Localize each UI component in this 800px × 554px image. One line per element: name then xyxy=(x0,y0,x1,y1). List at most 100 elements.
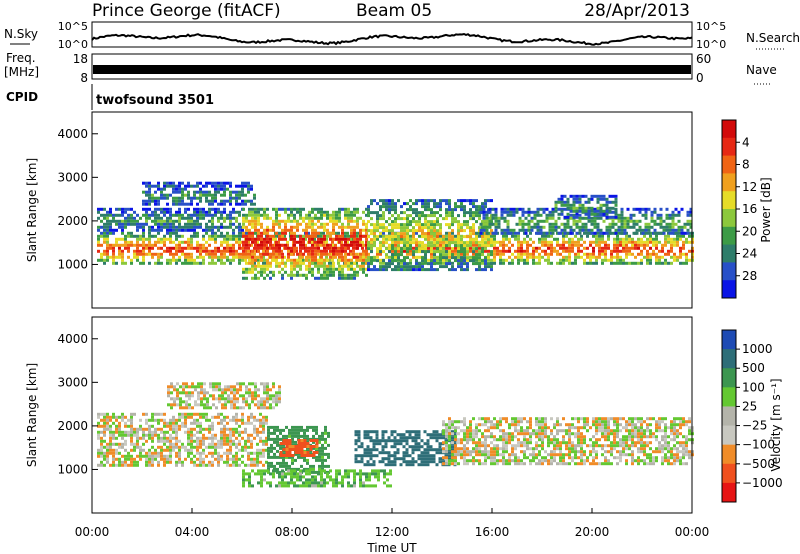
heatmap-cell xyxy=(260,246,263,250)
heatmap-cell xyxy=(679,261,682,265)
heatmap-cell xyxy=(157,207,160,211)
heatmap-cell xyxy=(187,252,190,256)
heatmap-cell xyxy=(130,424,133,428)
heatmap-cell xyxy=(187,415,190,419)
heatmap-cell xyxy=(306,454,310,457)
heatmap-cell xyxy=(670,255,673,259)
heatmap-cell xyxy=(670,246,673,250)
heatmap-cell xyxy=(199,216,202,220)
heatmap-cell xyxy=(282,442,286,445)
heatmap-cell xyxy=(305,216,308,220)
heatmap-cell xyxy=(154,184,157,188)
heatmap-cell xyxy=(223,225,226,229)
heatmap-cell xyxy=(124,216,127,220)
heatmap-cell xyxy=(278,225,281,229)
heatmap-cell xyxy=(508,246,511,250)
heatmap-cell xyxy=(290,246,293,250)
heatmap-cell xyxy=(199,252,202,256)
heatmap-cell xyxy=(242,267,245,271)
heatmap-cell xyxy=(217,202,220,206)
heatmap-cell xyxy=(178,202,181,206)
heatmap-cell xyxy=(253,463,256,467)
heatmap-cell xyxy=(233,388,236,392)
heatmap-cell xyxy=(160,252,163,256)
heatmap-cell xyxy=(211,213,214,217)
heatmap-cell xyxy=(145,222,148,226)
heatmap-cell xyxy=(175,445,178,449)
heatmap-cell xyxy=(229,202,232,206)
heatmap-cell xyxy=(655,234,658,238)
heatmap-cell xyxy=(551,210,555,214)
heatmap-cell xyxy=(397,262,400,266)
heatmap-cell xyxy=(163,430,166,434)
heatmap-cell xyxy=(403,262,406,266)
heatmap-cell xyxy=(593,225,597,229)
heatmap-cell xyxy=(608,225,612,229)
heatmap-cell xyxy=(366,430,370,434)
heatmap-cell xyxy=(302,243,305,247)
heatmap-cell xyxy=(610,249,613,253)
heatmap-cell xyxy=(356,273,359,277)
heatmap-cell xyxy=(317,261,320,265)
heatmap-cell xyxy=(433,226,436,230)
heatmap-cell xyxy=(335,234,338,238)
heatmap-cell xyxy=(362,270,365,274)
heatmap-cell xyxy=(439,253,442,257)
heatmap-cell xyxy=(173,388,176,392)
heatmap-cell xyxy=(321,458,324,462)
heatmap-cell xyxy=(184,418,187,422)
heatmap-cell xyxy=(436,211,439,215)
heatmap-cell xyxy=(668,213,672,217)
heatmap-cell xyxy=(229,213,232,217)
heatmap-cell xyxy=(115,442,118,446)
heatmap-cell xyxy=(415,231,418,235)
heatmap-cell xyxy=(402,454,406,458)
heatmap-cell xyxy=(557,200,561,204)
heatmap-cell xyxy=(193,207,196,211)
heatmap-cell xyxy=(502,261,505,265)
heatmap-cell xyxy=(613,237,616,241)
heatmap-cell xyxy=(121,222,124,226)
heatmap-cell xyxy=(320,261,323,265)
heatmap-cell xyxy=(385,229,388,233)
heatmap-cell xyxy=(387,439,391,443)
heatmap-cell xyxy=(379,232,382,236)
heatmap-cell xyxy=(217,457,220,461)
heatmap-cell xyxy=(676,237,679,241)
heatmap-cell xyxy=(223,193,226,197)
heatmap-cell xyxy=(676,243,679,247)
heatmap-cell xyxy=(260,400,263,404)
heatmap-cell xyxy=(148,433,151,437)
heatmap-cell xyxy=(466,241,469,245)
heatmap-cell xyxy=(214,213,217,217)
heatmap-cell xyxy=(484,256,487,260)
heatmap-cell xyxy=(649,255,652,259)
heatmap-cell xyxy=(308,222,311,226)
heatmap-cell xyxy=(208,249,211,253)
heatmap-cell xyxy=(282,455,285,459)
heatmap-cell xyxy=(250,412,253,416)
heatmap-cell xyxy=(469,199,472,203)
heatmap-cell xyxy=(527,225,531,229)
heatmap-cell xyxy=(232,228,235,232)
heatmap-cell xyxy=(379,250,382,254)
heatmap-cell xyxy=(448,232,451,236)
heatmap-cell xyxy=(469,244,472,248)
heatmap-cell xyxy=(193,231,196,235)
heatmap-cell xyxy=(124,442,127,446)
heatmap-cell xyxy=(338,210,341,214)
heatmap-cell xyxy=(160,436,163,440)
heatmap-cell xyxy=(433,253,436,257)
heatmap-cell xyxy=(232,418,235,422)
heatmap-cell xyxy=(369,457,373,461)
heatmap-cell xyxy=(229,448,232,452)
heatmap-cell xyxy=(109,207,112,211)
heatmap-cell xyxy=(187,442,190,446)
heatmap-cell xyxy=(190,436,193,440)
heatmap-cell xyxy=(523,240,526,244)
heatmap-cell xyxy=(311,210,314,214)
heatmap-cell xyxy=(312,454,316,457)
heatmap-cell xyxy=(500,228,504,232)
heatmap-cell xyxy=(520,243,523,247)
heatmap-cell xyxy=(145,433,148,437)
